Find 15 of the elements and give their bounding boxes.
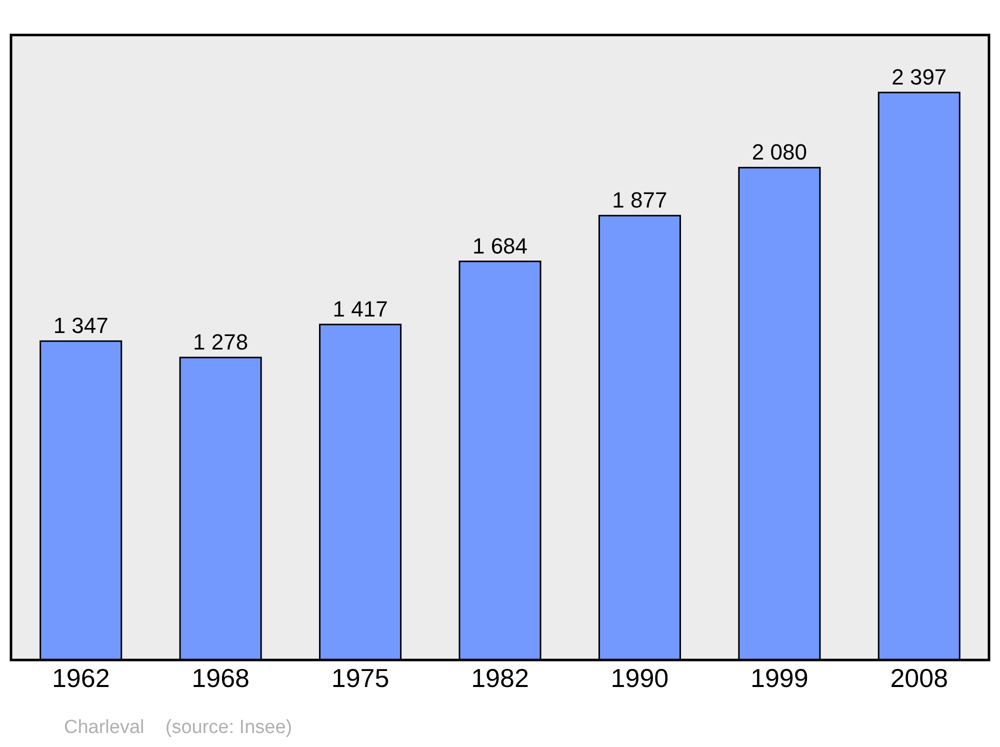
x-tick-label: 1962 — [52, 663, 110, 693]
data-label: 1 684 — [472, 233, 528, 258]
data-label: 1 877 — [612, 188, 668, 213]
data-label: 1 347 — [53, 313, 108, 338]
x-tick-label: 1999 — [750, 663, 808, 693]
x-tick-label: 1975 — [331, 663, 390, 693]
text: Charleval (source: Insee) — [64, 717, 292, 738]
x-tick-label: 1968 — [192, 663, 250, 693]
x-tick-label: 1982 — [471, 663, 529, 693]
data-label: 1 417 — [332, 296, 388, 322]
x-tick-label: 2008 — [890, 663, 948, 693]
data-label: 2 397 — [892, 64, 947, 90]
data-label: 2 080 — [752, 140, 807, 165]
data-label: 1 278 — [193, 329, 248, 354]
x-tick-label: 1990 — [610, 663, 669, 693]
